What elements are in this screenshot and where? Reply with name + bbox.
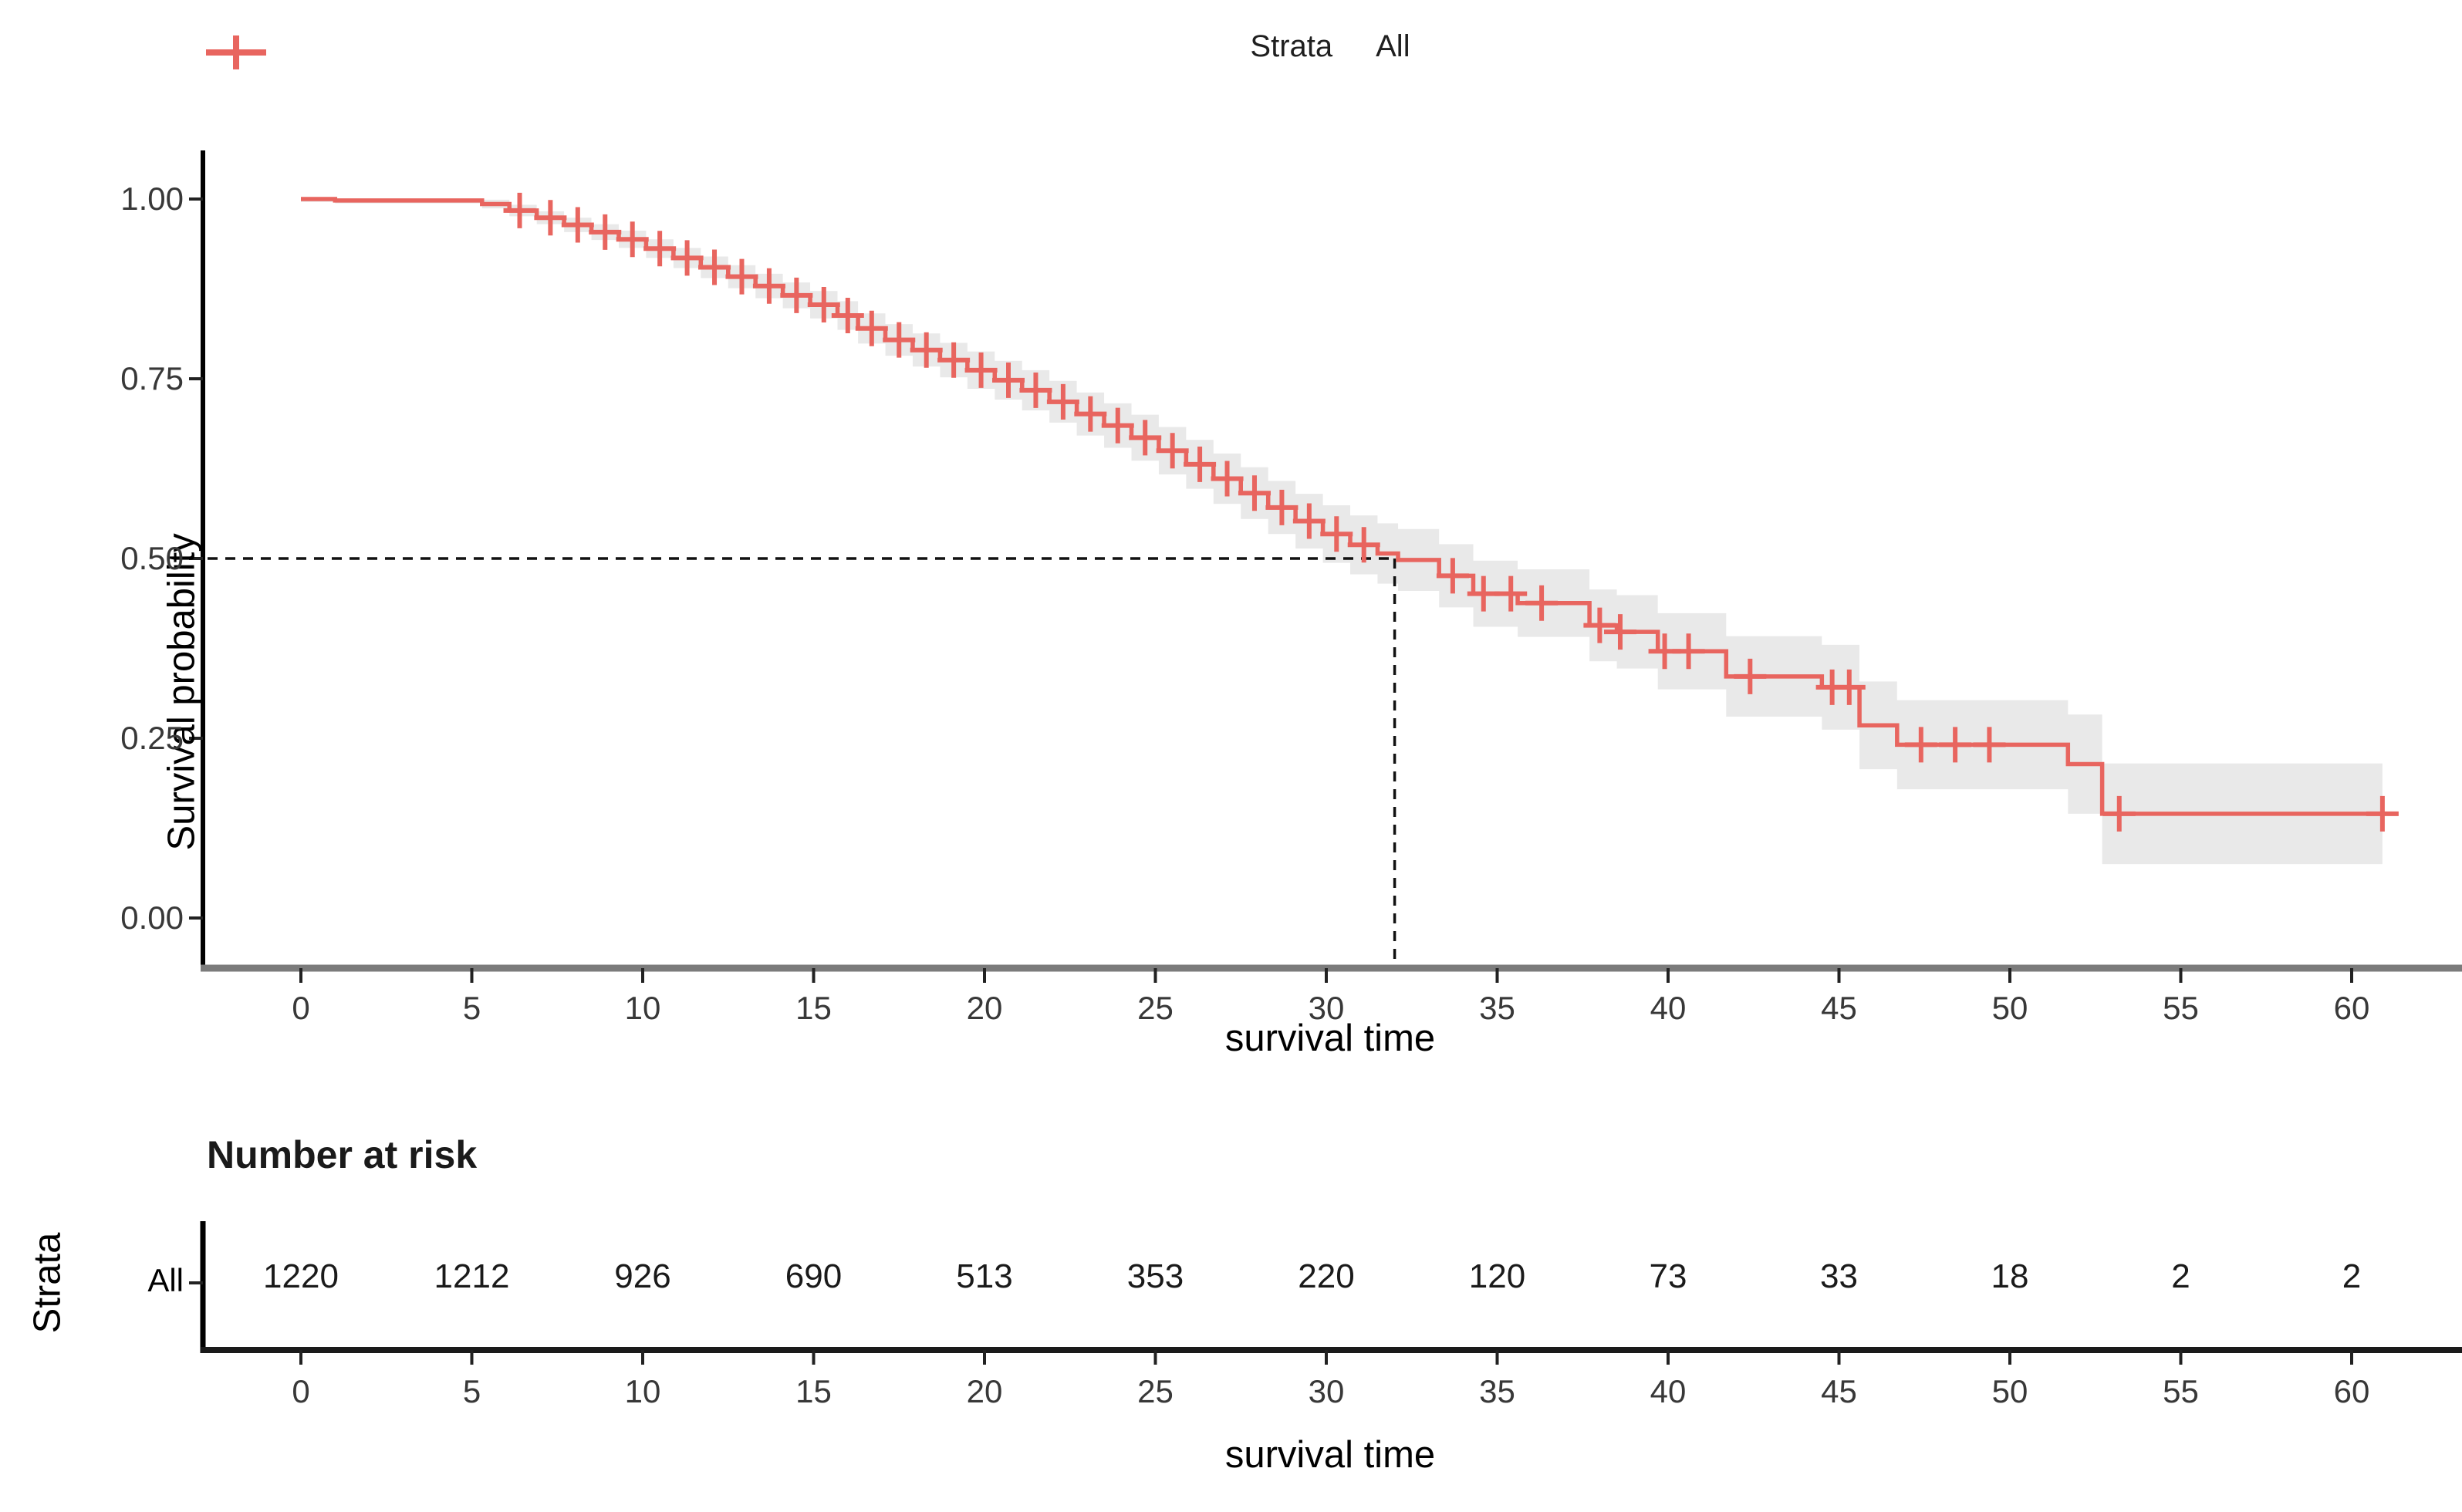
risk-count: 926 [614, 1257, 671, 1295]
x-tick-label: 55 [2163, 990, 2199, 1026]
legend-series-label: All [1376, 29, 1410, 63]
x-tick-label: 20 [966, 990, 1003, 1026]
risk-count: 33 [1820, 1257, 1858, 1295]
risk-x-tick-label: 10 [624, 1373, 661, 1409]
risk-x-tick-label: 20 [966, 1373, 1003, 1409]
risk-count: 220 [1298, 1257, 1355, 1295]
legend: Strata All [203, 29, 2457, 69]
x-tick-label: 45 [1821, 990, 1857, 1026]
risk-count: 73 [1649, 1257, 1687, 1295]
risk-count: 18 [1991, 1257, 2029, 1295]
risk-count: 690 [785, 1257, 843, 1295]
risk-x-tick-label: 30 [1308, 1373, 1345, 1409]
risk-x-tick-label: 5 [462, 1373, 481, 1409]
risk-count: 2 [2171, 1257, 2190, 1295]
x-tick-label: 35 [1479, 990, 1515, 1026]
y-tick-label: 0.00 [120, 899, 184, 936]
x-tick-label: 50 [1991, 990, 2028, 1026]
risk-table-title: Number at risk [207, 1133, 478, 1176]
x-tick-label: 25 [1137, 990, 1174, 1026]
y-tick-label: 0.50 [120, 540, 184, 576]
risk-x-tick-label: 50 [1991, 1373, 2028, 1409]
x-tick-label: 30 [1308, 990, 1345, 1026]
risk-count: 513 [956, 1257, 1013, 1295]
legend-title: Strata [1250, 29, 1333, 63]
x-tick-label: 15 [795, 990, 832, 1026]
risk-x-tick-label: 35 [1479, 1373, 1515, 1409]
y-tick-label: 0.25 [120, 720, 184, 756]
risk-table-row-label: All [147, 1262, 184, 1298]
y-tick-label: 1.00 [120, 181, 184, 217]
risk-x-tick-label: 60 [2333, 1373, 2370, 1409]
y-tick-label: 0.75 [120, 360, 184, 397]
risk-x-tick-label: 45 [1821, 1373, 1857, 1409]
confidence-band [301, 199, 2383, 865]
risk-x-tick-label: 40 [1650, 1373, 1687, 1409]
x-tick-label: 40 [1650, 990, 1687, 1026]
risk-count: 120 [1468, 1257, 1526, 1295]
risk-count: 353 [1126, 1257, 1184, 1295]
risk-x-tick-label: 0 [292, 1373, 310, 1409]
risk-count: 1212 [434, 1257, 510, 1295]
x-axis-title: survival time [1224, 1018, 1436, 1059]
x-tick-label: 5 [462, 990, 481, 1026]
risk-count: 1220 [263, 1257, 339, 1295]
x-tick-label: 10 [624, 990, 661, 1026]
risk-x-axis-title: survival time [1224, 1434, 1436, 1476]
risk-count: 2 [2342, 1257, 2362, 1295]
x-tick-label: 60 [2333, 990, 2370, 1026]
risk-x-tick-label: 55 [2163, 1373, 2199, 1409]
risk-x-tick-label: 15 [795, 1373, 832, 1409]
x-tick-label: 0 [292, 990, 310, 1026]
risk-x-tick-label: 25 [1137, 1373, 1174, 1409]
